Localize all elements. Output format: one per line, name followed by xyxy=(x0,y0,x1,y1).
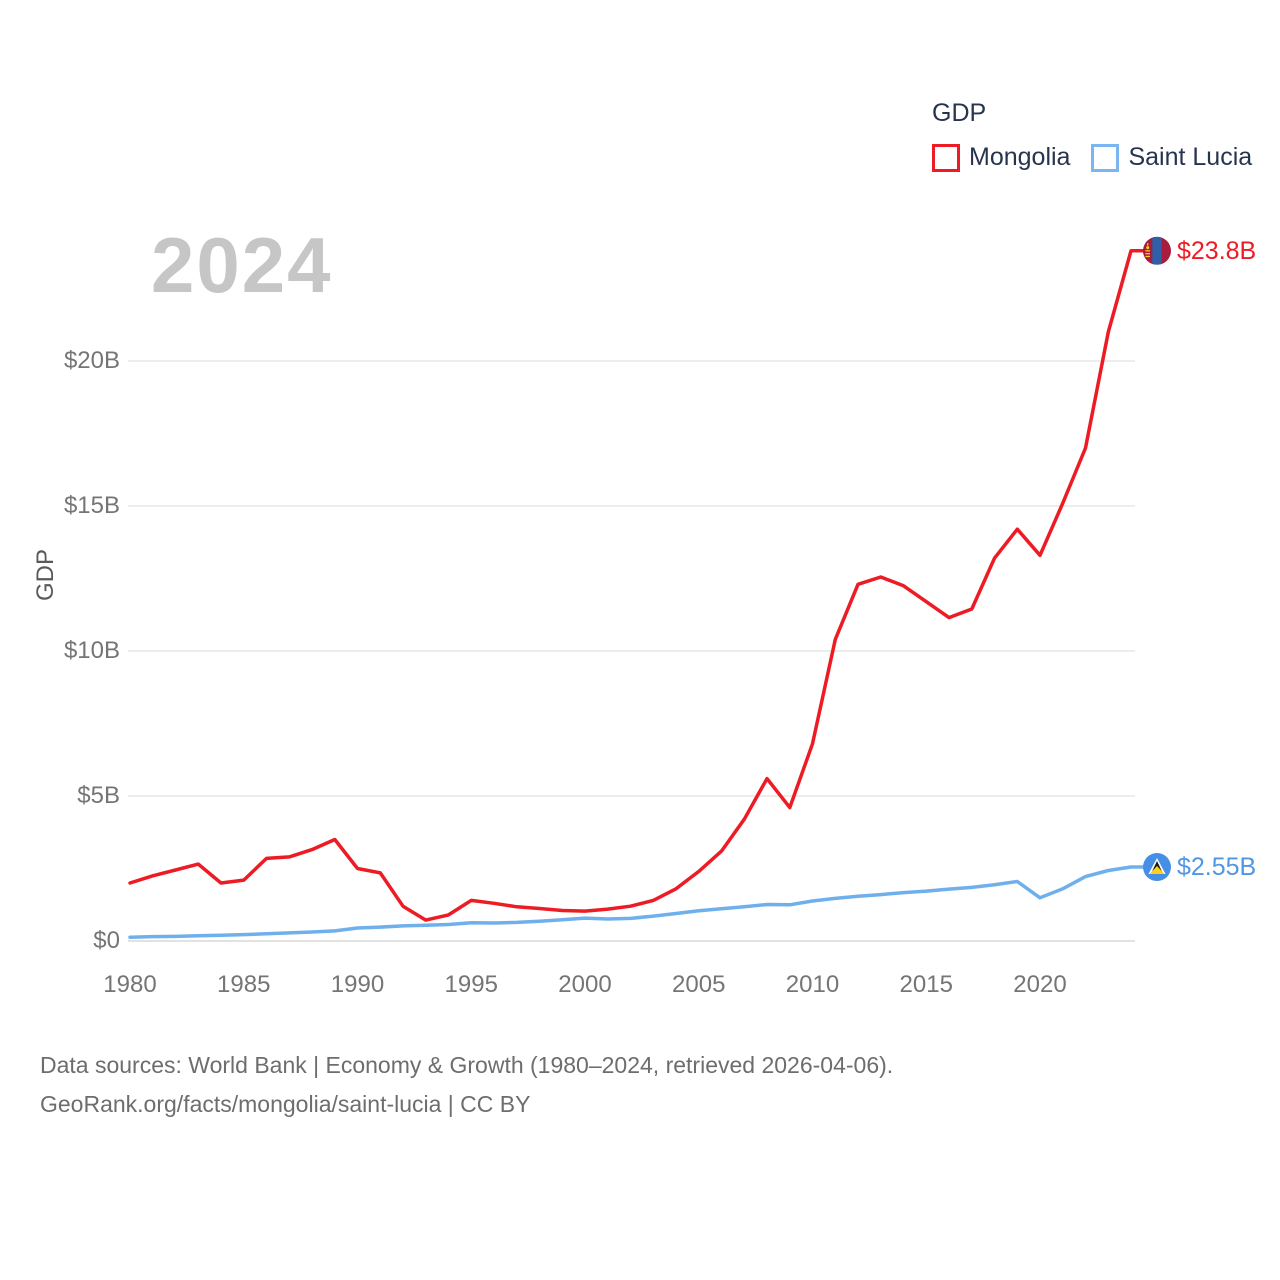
y-tick-label: $20B xyxy=(63,347,120,374)
y-axis-title: GDP xyxy=(32,549,59,602)
legend-title: GDP xyxy=(932,99,987,127)
mongolia-end-value: $23.8B xyxy=(1177,236,1257,265)
attribution-line: GeoRank.org/facts/mongolia/saint-lucia |… xyxy=(40,1091,531,1117)
footer: Data sources: World Bank | Economy & Gro… xyxy=(40,1046,893,1124)
legend-label-saint-lucia: Saint Lucia xyxy=(1128,143,1253,171)
x-tick-label: 2015 xyxy=(899,971,953,998)
y-tick-label: $10B xyxy=(63,637,120,664)
x-tick-label: 1990 xyxy=(330,971,385,998)
saint-lucia-swatch-icon xyxy=(1091,143,1120,172)
mongolia-line xyxy=(128,249,1148,922)
legend-items: Mongolia Saint Lucia xyxy=(932,143,1252,172)
x-tick-label: 2000 xyxy=(558,971,612,998)
x-tick-label: 1980 xyxy=(103,971,157,998)
mongolia-swatch-icon xyxy=(932,143,960,172)
y-tick-label: $15B xyxy=(63,492,120,519)
y-tick-label: $0 xyxy=(93,927,120,954)
x-tick-label: 2010 xyxy=(785,971,840,998)
x-tick-label: 2005 xyxy=(672,971,726,998)
legend-item-mongolia[interactable]: Mongolia xyxy=(932,143,1070,172)
chart-legend: GDP Mongolia Saint Lucia xyxy=(932,99,1252,172)
x-tick-label: 1985 xyxy=(217,971,271,998)
saint-lucia-line xyxy=(128,865,1148,939)
legend-label-mongolia: Mongolia xyxy=(969,143,1071,171)
saint-lucia-end-value: $2.55B xyxy=(1177,853,1257,882)
y-tick-label: $5B xyxy=(77,782,120,809)
x-tick-label: 1995 xyxy=(444,971,498,998)
data-sources-line: Data sources: World Bank | Economy & Gro… xyxy=(40,1052,894,1078)
x-tick-label: 2020 xyxy=(1013,971,1067,998)
year-watermark: 2024 xyxy=(151,221,333,309)
legend-item-saint-lucia[interactable]: Saint Lucia xyxy=(1091,143,1252,172)
mongolia-flag-icon xyxy=(1143,236,1171,265)
saint-lucia-flag-icon xyxy=(1143,853,1171,882)
